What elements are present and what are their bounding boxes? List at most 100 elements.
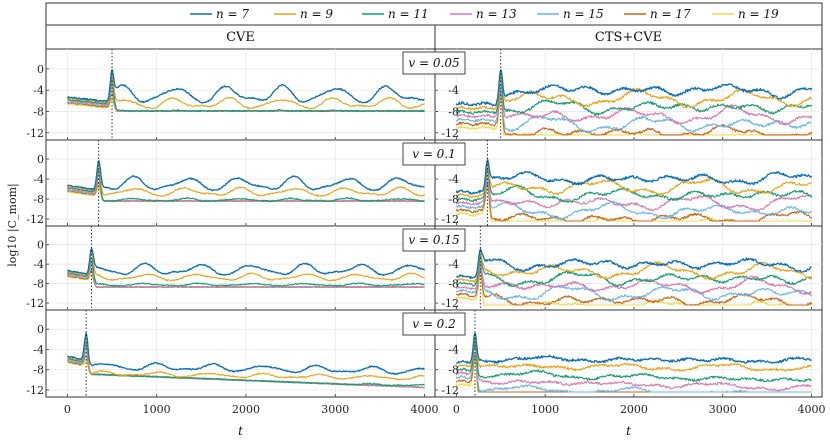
panel-cve-v-0-15: 0 -4 -8 -12 xyxy=(26,226,435,310)
legend-entry-n-17: n = 17 xyxy=(624,7,691,21)
y-tick-label: -12 xyxy=(26,127,44,140)
row-label-v-0-05: v = 0.05 xyxy=(402,51,466,75)
series-line-n-7 xyxy=(67,247,426,276)
row-label-box xyxy=(402,51,466,75)
series-line-n-11 xyxy=(67,78,425,113)
legend-label: n = 13 xyxy=(476,7,517,21)
x-tick-label: 0 xyxy=(64,403,71,416)
y-tick-label: -12 xyxy=(441,384,459,397)
row-label-text: v = 0.1 xyxy=(412,147,456,161)
row-label-box xyxy=(402,312,466,336)
series-line-n-13 xyxy=(67,261,425,289)
panel-cts-cve-v-0-05: 0-4-8-12 xyxy=(435,49,822,140)
column-title-cts-cve: CTS+CVE xyxy=(595,30,662,45)
series-line-n-7 xyxy=(67,69,425,104)
series-line-n-15 xyxy=(455,352,812,393)
x-axis-label: t xyxy=(626,424,631,438)
series-line-n-9 xyxy=(456,74,812,111)
series-line-n-15 xyxy=(456,177,812,221)
outer-frame xyxy=(45,2,823,398)
x-tick-label: 4000 xyxy=(411,403,439,416)
series-line-n-11 xyxy=(456,167,813,203)
row-label-text: v = 0.15 xyxy=(408,233,459,247)
row-label-v-0-2: v = 0.2 xyxy=(402,312,466,336)
panel-cts-cve-v-0-2: 0-4-8-12 xyxy=(435,310,822,397)
series-line-n-11 xyxy=(455,255,813,288)
series-line-n-15 xyxy=(455,265,812,302)
row-label-text: v = 0.05 xyxy=(408,56,459,70)
y-tick-label: -12 xyxy=(441,213,459,226)
y-tick-label: -12 xyxy=(26,384,44,397)
x-axis-label: t xyxy=(238,424,243,438)
y-tick-label: -12 xyxy=(441,127,459,140)
legend-entry-n-7: n = 7 xyxy=(190,7,249,21)
x-tick-label: 2000 xyxy=(620,403,648,416)
panel-cve-v-0-05: 0 -4 -8 -12 xyxy=(26,49,435,140)
y-tick-label: -8 xyxy=(448,105,459,118)
y-tick-label: -8 xyxy=(33,278,44,291)
legend-label: n = 17 xyxy=(650,7,691,21)
y-tick-label: -4 xyxy=(33,258,44,271)
y-axis-label: log10 |C_mom| xyxy=(6,183,20,267)
y-tick-label: -12 xyxy=(26,297,44,310)
x-tick-label: 1000 xyxy=(531,403,559,416)
x-tick-label: 1000 xyxy=(143,403,171,416)
y-tick-label: -8 xyxy=(448,364,459,377)
legend: n = 7 n = 9 n = 11 n = 13 n = 15 n = 17 n = 19 xyxy=(190,7,779,21)
y-tick-label: -8 xyxy=(448,193,459,206)
column-title-cve: CVE xyxy=(226,30,255,45)
legend-label: n = 19 xyxy=(738,7,779,21)
series-line-n-13 xyxy=(455,84,813,126)
panels: 0 -4 -8 -12 0 -4 -8 -12 v = 0.05 0 -4 -8 -12 0 -4 -8 -12… xyxy=(26,49,822,397)
panel-cve-v-0-1: 0 -4 -8 -12 xyxy=(26,140,435,226)
row-label-box xyxy=(402,142,466,166)
series-line-n-9 xyxy=(67,252,425,282)
series-line-n-7 xyxy=(455,69,813,107)
row-label-box xyxy=(402,228,466,252)
y-tick-label: 0 xyxy=(37,63,44,76)
series-line-n-17 xyxy=(456,269,813,306)
figure-frame: CVE CTS+CVE xyxy=(45,2,823,398)
series-line-n-7 xyxy=(455,332,812,365)
x-tick-label: 2000 xyxy=(232,403,260,416)
y-tick-label: -4 xyxy=(448,258,459,271)
y-tick-label: -4 xyxy=(448,343,459,356)
y-tick-label: 0 xyxy=(37,153,44,166)
y-tick-label: -4 xyxy=(448,84,459,97)
legend-label: n = 15 xyxy=(563,7,604,21)
legend-entry-n-15: n = 15 xyxy=(537,7,604,21)
series-line-n-17 xyxy=(455,93,813,136)
y-tick-label: 0 xyxy=(37,239,44,252)
series-line-n-13 xyxy=(455,345,812,392)
y-tick-label: -8 xyxy=(33,105,44,118)
y-tick-label: -8 xyxy=(448,278,459,291)
series-line-n-9 xyxy=(67,74,425,110)
y-tick-label: -4 xyxy=(33,343,44,356)
y-tick-label: -12 xyxy=(441,297,459,310)
series-line-n-9 xyxy=(455,252,813,283)
row-label-v-0-15: v = 0.15 xyxy=(402,228,466,252)
legend-label: n = 11 xyxy=(388,7,429,21)
x-tick-label: 4000 xyxy=(798,403,826,416)
series-line-n-11 xyxy=(455,341,812,383)
series-line-n-15 xyxy=(455,88,812,134)
series-line-n-7 xyxy=(455,158,813,195)
x-tick-label: 3000 xyxy=(709,403,737,416)
legend-entry-n-11: n = 11 xyxy=(362,7,429,21)
x-tick-label: 0 xyxy=(453,403,460,416)
y-tick-label: -8 xyxy=(33,364,44,377)
panel-cve-v-0-2: 0 -4 -8 -12 xyxy=(26,310,435,397)
y-tick-label: 0 xyxy=(37,323,44,336)
y-tick-label: -12 xyxy=(26,213,44,226)
series-line-n-9 xyxy=(455,163,812,199)
series-line-n-9 xyxy=(67,164,425,197)
series-line-n-11 xyxy=(455,78,813,116)
legend-entry-n-19: n = 19 xyxy=(712,7,779,21)
row-label-text: v = 0.2 xyxy=(412,317,456,331)
series-line-n-11 xyxy=(67,168,425,203)
series-line-n-7 xyxy=(67,332,425,375)
legend-entry-n-13: n = 13 xyxy=(450,7,517,21)
row-label-v-0-1: v = 0.1 xyxy=(402,142,466,166)
legend-label: n = 9 xyxy=(300,7,333,21)
y-tick-label: -4 xyxy=(33,173,44,186)
